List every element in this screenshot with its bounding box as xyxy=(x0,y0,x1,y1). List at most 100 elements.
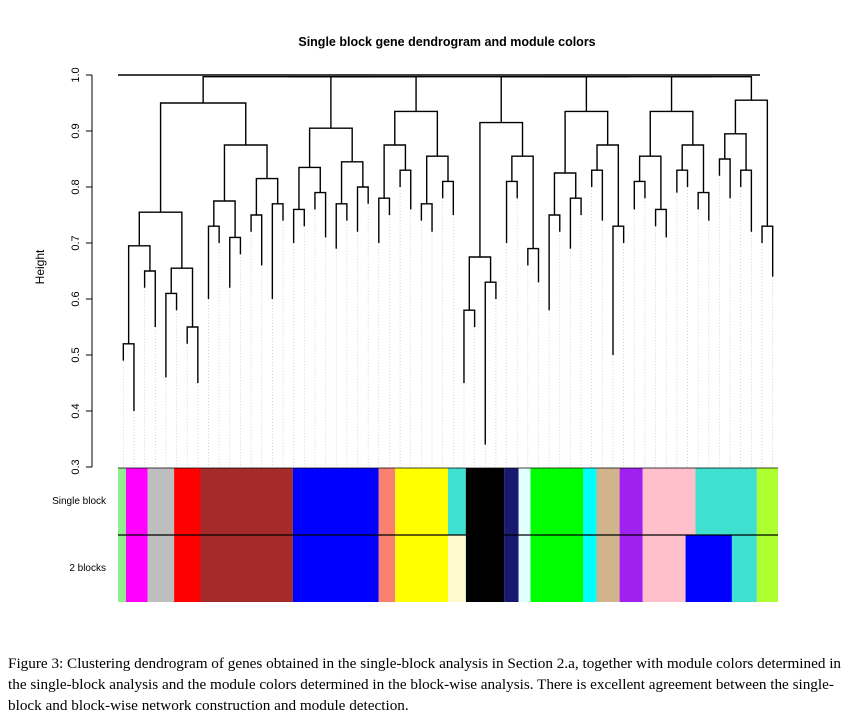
dendrogram-branch xyxy=(591,169,604,221)
dendrogram-branch xyxy=(378,197,391,243)
module-color-2-blocks xyxy=(685,535,732,602)
dendrogram-branch xyxy=(505,180,518,243)
dendrogram-branch xyxy=(213,200,236,238)
dendrogram-branch xyxy=(564,110,609,173)
dendrogram-branch xyxy=(649,110,694,157)
figure-caption: Figure 3: Clustering dendrogram of genes… xyxy=(8,655,842,714)
module-color-2-blocks xyxy=(200,535,293,602)
dendrogram-branch xyxy=(420,203,433,232)
module-color-single-block xyxy=(448,468,466,535)
dendrogram-branch xyxy=(697,191,710,221)
dendrogram-branch xyxy=(271,203,284,299)
y-tick-label: 0.4 xyxy=(70,403,82,418)
dendrogram-branch xyxy=(138,211,183,269)
dendrogram-guide-lines xyxy=(123,175,773,467)
dendrogram-branch xyxy=(548,214,561,311)
dendrogram-branch xyxy=(250,214,263,266)
dendrogram xyxy=(118,74,774,445)
dendrogram-branch xyxy=(463,309,476,383)
dendrogram-branch xyxy=(383,144,407,199)
y-tick-label: 0.5 xyxy=(70,347,82,362)
module-color-2-blocks xyxy=(756,535,778,602)
dendrogram-branch xyxy=(314,191,327,238)
module-color-single-block xyxy=(619,468,643,535)
dendrogram-branch xyxy=(143,270,156,327)
dendrogram-branch xyxy=(122,343,135,411)
dendrogram-branch xyxy=(681,144,705,193)
dendrogram-branch xyxy=(223,144,268,201)
row-label-2-blocks: 2 blocks xyxy=(69,563,106,574)
dendrogram-branch xyxy=(298,166,321,210)
module-color-2-blocks xyxy=(504,535,519,602)
dendrogram-branch xyxy=(484,281,497,445)
figure-canvas: Single block gene dendrogram and module … xyxy=(33,35,778,602)
dendrogram-branch xyxy=(670,75,753,112)
module-color-2-blocks xyxy=(395,535,448,602)
module-color-2-blocks xyxy=(292,535,379,602)
module-color-single-block xyxy=(118,468,126,535)
dendrogram-branch xyxy=(569,197,582,249)
dendrogram-branch xyxy=(186,326,199,383)
dendrogram-branch xyxy=(165,292,178,378)
module-color-single-block xyxy=(518,468,531,535)
module-color-rows xyxy=(118,467,778,602)
dendrogram-branch xyxy=(553,172,577,215)
dendrogram-branch xyxy=(479,121,524,257)
module-color-single-block xyxy=(642,468,696,535)
y-tick-label: 0.7 xyxy=(70,235,82,250)
y-axis: 0.3 0.4 0.5 0.6 0.7 0.8 0.9 1.0 xyxy=(70,67,93,475)
y-tick-label: 1.0 xyxy=(70,67,82,82)
module-color-2-blocks xyxy=(530,535,584,602)
module-color-single-block xyxy=(378,468,396,535)
module-color-single-block xyxy=(200,468,293,535)
dendrogram-branch xyxy=(718,158,731,199)
dendrogram-branch xyxy=(638,155,662,210)
module-color-single-block xyxy=(465,468,505,535)
module-color-single-block xyxy=(292,468,379,535)
dendrogram-branch xyxy=(612,225,625,355)
module-color-2-blocks xyxy=(596,535,620,602)
dendrogram-branch xyxy=(740,169,753,232)
chart-title: Single block gene dendrogram and module … xyxy=(298,35,595,49)
dendrogram-branch xyxy=(654,208,667,238)
dendrogram-branch xyxy=(340,161,364,204)
dendrogram-branch xyxy=(761,225,774,277)
module-color-2-blocks xyxy=(583,535,597,602)
dendrogram-branch xyxy=(127,245,151,344)
module-color-2-blocks xyxy=(118,535,126,602)
y-tick-label: 0.3 xyxy=(70,459,82,474)
row-label-single-block: Single block xyxy=(52,496,107,507)
module-color-single-block xyxy=(395,468,448,535)
dendrogram-branch xyxy=(356,186,369,232)
y-axis-label: Height xyxy=(33,249,47,284)
dendrogram-branch xyxy=(159,102,247,213)
dendrogram-branch xyxy=(202,75,374,103)
dendrogram-branch xyxy=(596,144,620,227)
dendrogram-branch xyxy=(255,177,279,215)
dendrogram-branch xyxy=(330,75,417,129)
y-tick-label: 0.8 xyxy=(70,179,82,194)
module-color-2-blocks xyxy=(619,535,643,602)
module-color-single-block xyxy=(530,468,584,535)
module-color-2-blocks xyxy=(465,535,505,602)
module-color-single-block xyxy=(695,468,757,535)
module-color-2-blocks xyxy=(125,535,148,602)
dendrogram-branch xyxy=(500,75,588,123)
dendrogram-branch xyxy=(527,247,540,283)
module-color-single-block xyxy=(174,468,201,535)
dendrogram-branch xyxy=(229,236,242,288)
y-tick-label: 0.6 xyxy=(70,291,82,306)
dendrogram-branch xyxy=(441,180,455,215)
module-color-2-blocks xyxy=(378,535,396,602)
dendrogram-branch xyxy=(468,256,492,311)
module-color-single-block xyxy=(504,468,519,535)
dendrogram-branch xyxy=(511,155,534,249)
dendrogram-branch xyxy=(394,110,439,157)
dendrogram-branch xyxy=(724,133,747,171)
y-tick-label: 0.9 xyxy=(70,123,82,138)
module-color-single-block xyxy=(596,468,620,535)
dendrogram-branch xyxy=(292,208,305,243)
dendrogram-branch xyxy=(676,169,689,193)
dendrogram-branch xyxy=(426,155,449,204)
module-color-2-blocks xyxy=(147,535,175,602)
